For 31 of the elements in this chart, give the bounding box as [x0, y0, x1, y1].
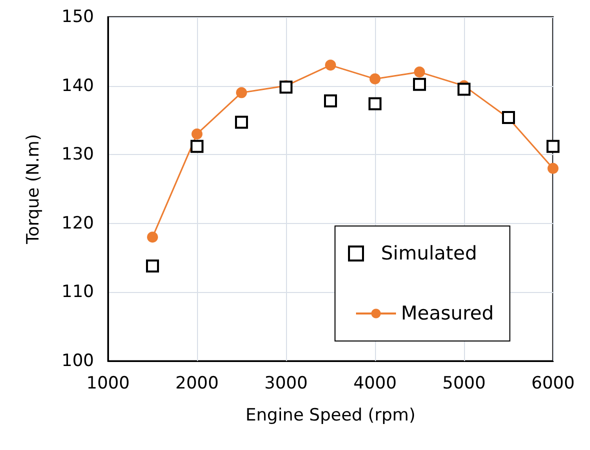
y-tick-label: 110 — [62, 282, 94, 302]
point — [413, 78, 426, 91]
x-axis-title: Engine Speed (rpm) — [246, 406, 416, 426]
legend-label: Measured — [401, 302, 494, 324]
point — [147, 232, 158, 243]
y-tick-label: 100 — [62, 351, 94, 371]
point — [192, 128, 202, 140]
point — [325, 60, 336, 71]
x-tick-label: 1000 — [86, 374, 130, 394]
point — [235, 116, 248, 129]
y-axis-title: Torque (N.m) — [24, 134, 44, 245]
y-tick-label: 130 — [62, 144, 94, 165]
x-tick-label: 3000 — [264, 374, 308, 394]
point — [414, 66, 425, 78]
x-tick-label: 5000 — [442, 374, 486, 394]
point — [548, 162, 558, 174]
point — [190, 140, 204, 153]
x-tick-label: 6000 — [531, 374, 575, 394]
point — [458, 82, 470, 96]
point — [280, 80, 292, 94]
x-tick-label: 4000 — [353, 374, 397, 394]
point — [370, 73, 380, 84]
point — [236, 87, 247, 98]
legend-label: Simulated — [381, 242, 478, 264]
y-tick-label: 140 — [62, 76, 94, 96]
y-tick-label: 120 — [62, 213, 94, 234]
y-tick-label: 150 — [62, 7, 94, 27]
point — [324, 94, 337, 108]
x-tick-label: 2000 — [175, 374, 219, 394]
point — [546, 140, 560, 153]
point — [368, 97, 382, 110]
